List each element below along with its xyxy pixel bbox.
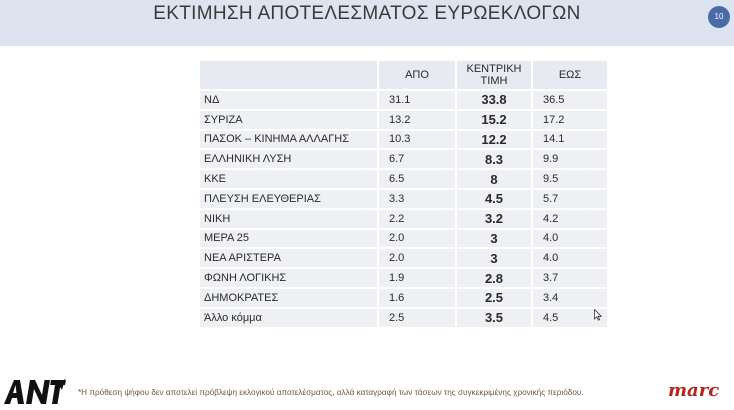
- table-row: ΠΑΣΟΚ – ΚΙΝΗΜΑ ΑΛΛΑΓΗΣ 10.3 12.2 14.1: [200, 130, 607, 149]
- high-value: 4.0: [533, 249, 607, 268]
- header-low: ΑΠΟ: [379, 61, 455, 89]
- high-value: 17.2: [533, 110, 607, 129]
- party-name: ΚΚΕ: [200, 170, 377, 188]
- high-value: 5.7: [533, 189, 607, 208]
- high-value: 9.5: [533, 170, 607, 188]
- party-name: ΣΥΡΙΖΑ: [200, 110, 377, 129]
- header-high: ΕΩΣ: [533, 61, 607, 89]
- low-value: 2.0: [379, 249, 455, 268]
- page-number-badge: 10: [708, 6, 730, 28]
- low-value: 1.6: [379, 288, 455, 307]
- central-value: 3.2: [457, 209, 531, 228]
- table-row: ΠΛΕΥΣΗ ΕΛΕΥΘΕΡΙΑΣ 3.3 4.5 5.7: [200, 189, 607, 208]
- low-value: 31.1: [379, 91, 455, 109]
- ant1-logo: [2, 378, 68, 406]
- low-value: 3.3: [379, 189, 455, 208]
- high-value: 4.5: [533, 308, 607, 327]
- central-value: 2.5: [457, 288, 531, 307]
- low-value: 2.2: [379, 209, 455, 228]
- party-name: ΠΛΕΥΣΗ ΕΛΕΥΘΕΡΙΑΣ: [200, 189, 377, 208]
- high-value: 36.5: [533, 91, 607, 109]
- header-mid: ΚΕΝΤΡΙΚΗ ΤΙΜΗ: [457, 61, 531, 89]
- table-row: ΦΩΝΗ ΛΟΓΙΚΗΣ 1.9 2.8 3.7: [200, 269, 607, 287]
- low-value: 10.3: [379, 130, 455, 149]
- central-value: 8.3: [457, 150, 531, 169]
- low-value: 6.7: [379, 150, 455, 169]
- title-band: ΕΚΤΙΜΗΣΗ ΑΠΟΤΕΛΕΣΜΑΤΟΣ ΕΥΡΩΕΚΛΟΓΩΝ 10: [0, 0, 734, 46]
- central-value: 12.2: [457, 130, 531, 149]
- party-name: ΠΑΣΟΚ – ΚΙΝΗΜΑ ΑΛΛΑΓΗΣ: [200, 130, 377, 149]
- party-name: Άλλο κόμμα: [200, 308, 377, 327]
- central-value: 8: [457, 170, 531, 188]
- high-value: 4.0: [533, 229, 607, 248]
- table-row: ΝΔ 31.1 33.8 36.5: [200, 91, 607, 109]
- low-value: 6.5: [379, 170, 455, 188]
- high-value: 3.4: [533, 288, 607, 307]
- party-name: ΦΩΝΗ ΛΟΓΙΚΗΣ: [200, 269, 377, 287]
- central-value: 3: [457, 249, 531, 268]
- marc-logo: marc: [668, 380, 720, 401]
- table-row: ΣΥΡΙΖΑ 13.2 15.2 17.2: [200, 110, 607, 129]
- low-value: 1.9: [379, 269, 455, 287]
- table-row: ΝΕΑ ΑΡΙΣΤΕΡΑ 2.0 3 4.0: [200, 249, 607, 268]
- central-value: 3: [457, 229, 531, 248]
- results-table: ΑΠΟ ΚΕΝΤΡΙΚΗ ΤΙΜΗ ΕΩΣ ΝΔ 31.1 33.8 36.5 …: [198, 59, 609, 329]
- table-row: ΜΕΡΑ 25 2.0 3 4.0: [200, 229, 607, 248]
- central-value: 33.8: [457, 91, 531, 109]
- low-value: 2.0: [379, 229, 455, 248]
- high-value: 4.2: [533, 209, 607, 228]
- low-value: 13.2: [379, 110, 455, 129]
- table-row: ΔΗΜΟΚΡΑΤΕΣ 1.6 2.5 3.4: [200, 288, 607, 307]
- low-value: 2.5: [379, 308, 455, 327]
- party-name: ΕΛΛΗΝΙΚΗ ΛΥΣΗ: [200, 150, 377, 169]
- party-name: ΝΔ: [200, 91, 377, 109]
- header-party: [200, 61, 377, 89]
- slide-title: ΕΚΤΙΜΗΣΗ ΑΠΟΤΕΛΕΣΜΑΤΟΣ ΕΥΡΩΕΚΛΟΓΩΝ: [153, 3, 581, 24]
- central-value: 15.2: [457, 110, 531, 129]
- table-row: Άλλο κόμμα 2.5 3.5 4.5: [200, 308, 607, 327]
- central-value: 4.5: [457, 189, 531, 208]
- party-name: ΜΕΡΑ 25: [200, 229, 377, 248]
- high-value: 3.7: [533, 269, 607, 287]
- party-name: ΝΕΑ ΑΡΙΣΤΕΡΑ: [200, 249, 377, 268]
- table-row: ΚΚΕ 6.5 8 9.5: [200, 170, 607, 188]
- high-value: 14.1: [533, 130, 607, 149]
- table-row: ΕΛΛΗΝΙΚΗ ΛΥΣΗ 6.7 8.3 9.9: [200, 150, 607, 169]
- central-value: 2.8: [457, 269, 531, 287]
- central-value: 3.5: [457, 308, 531, 327]
- party-name: ΝΙΚΗ: [200, 209, 377, 228]
- party-name: ΔΗΜΟΚΡΑΤΕΣ: [200, 288, 377, 307]
- header-row: ΑΠΟ ΚΕΝΤΡΙΚΗ ΤΙΜΗ ΕΩΣ: [200, 61, 607, 89]
- high-value: 9.9: [533, 150, 607, 169]
- table-row: ΝΙΚΗ 2.2 3.2 4.2: [200, 209, 607, 228]
- footnote: *Η πρόθεση ψήφου δεν αποτελεί πρόβλεψη ε…: [78, 388, 584, 397]
- mouse-pointer-icon: [594, 309, 602, 321]
